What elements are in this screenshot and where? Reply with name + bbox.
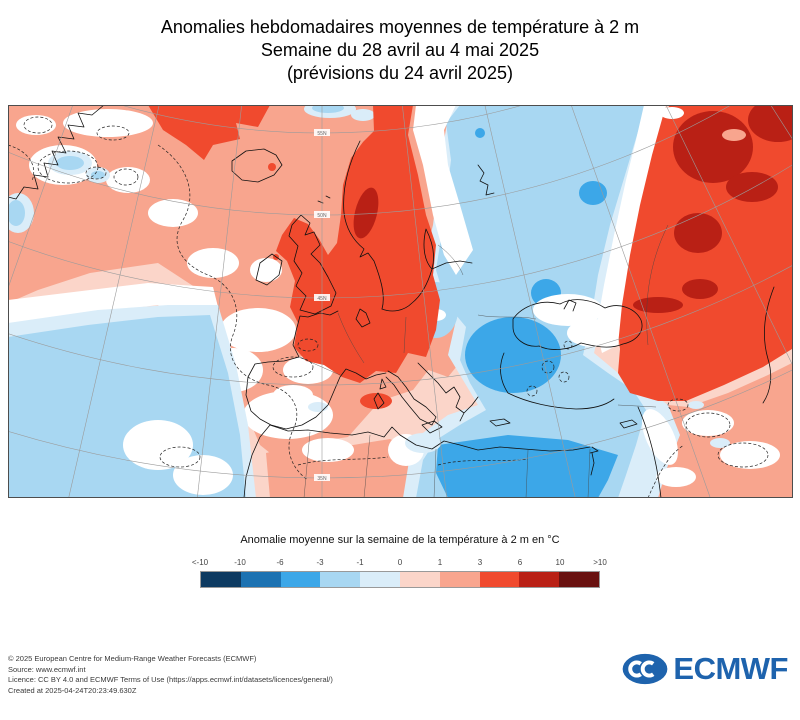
color-swatch	[399, 572, 440, 587]
ecmwf-logo-icon	[623, 653, 668, 685]
legend-tick: -3	[316, 558, 324, 567]
color-swatch	[280, 572, 321, 587]
map-border	[8, 105, 793, 498]
svg-text:55N: 55N	[317, 131, 327, 137]
country-borders	[298, 224, 669, 499]
title-line-1: Anomalies hebdomadaires moyennes de temp…	[160, 17, 640, 37]
graticule-label: 50N	[314, 211, 330, 219]
legend-tick: 6	[517, 558, 523, 567]
legend-tick: >10	[593, 558, 607, 567]
color-swatch	[439, 572, 480, 587]
title-line-2: Semaine du 28 avril au 4 mai 2025	[260, 40, 540, 60]
legend-tick: -1	[356, 558, 364, 567]
map-canvas: 55N 50N 45N 35N	[0, 0, 800, 650]
ecmwf-logo-text: ECMWF	[673, 651, 788, 686]
color-swatch	[320, 572, 361, 587]
legend-tick: 1	[437, 558, 443, 567]
color-swatch	[240, 572, 281, 587]
title-line-3: (prévisions du 24 avril 2025)	[286, 63, 514, 83]
legend-title: Anomalie moyenne sur la semaine de la te…	[240, 534, 560, 546]
ecmwf-logo: ECMWF	[622, 651, 788, 687]
color-swatch	[360, 572, 400, 587]
copyright-line: © 2025 European Centre for Medium-Range …	[8, 654, 257, 663]
graticule-label: 55N	[314, 129, 330, 137]
legend-tick: -6	[276, 558, 284, 567]
color-swatch	[201, 572, 241, 587]
legend-tick: 0	[397, 558, 403, 567]
color-swatch	[519, 572, 560, 587]
coastlines	[7, 104, 775, 499]
svg-text:45N: 45N	[317, 296, 327, 302]
attribution-block: © 2025 European Centre for Medium-Range …	[8, 654, 333, 696]
legend-tick: <-10	[191, 558, 209, 567]
page-title: Anomalies hebdomadaires moyennes de temp…	[0, 16, 800, 85]
licence-line: Licence: CC BY 4.0 and ECMWF Terms of Us…	[8, 675, 333, 684]
legend-tick: -10	[234, 558, 246, 567]
anomaly-field	[2, 98, 800, 498]
color-swatch	[479, 572, 520, 587]
created-line: Created at 2025-04-24T20:23:49.630Z	[8, 685, 137, 695]
svg-text:50N: 50N	[317, 213, 327, 219]
graticule-label: 45N	[314, 294, 330, 302]
legend-tick: 10	[555, 558, 565, 567]
graticule-label: 35N	[314, 474, 330, 482]
svg-text:35N: 35N	[317, 476, 327, 482]
source-line: Source: www.ecmwf.int	[8, 664, 86, 674]
anomaly-map: 55N 50N 45N 35N	[0, 0, 800, 650]
color-scale-bar	[200, 571, 600, 588]
color-swatch	[559, 572, 599, 587]
legend-tick: 3	[477, 558, 483, 567]
